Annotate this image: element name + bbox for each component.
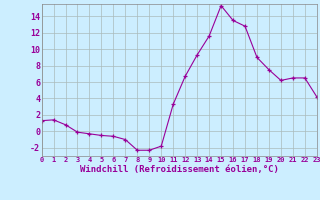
X-axis label: Windchill (Refroidissement éolien,°C): Windchill (Refroidissement éolien,°C) (80, 165, 279, 174)
